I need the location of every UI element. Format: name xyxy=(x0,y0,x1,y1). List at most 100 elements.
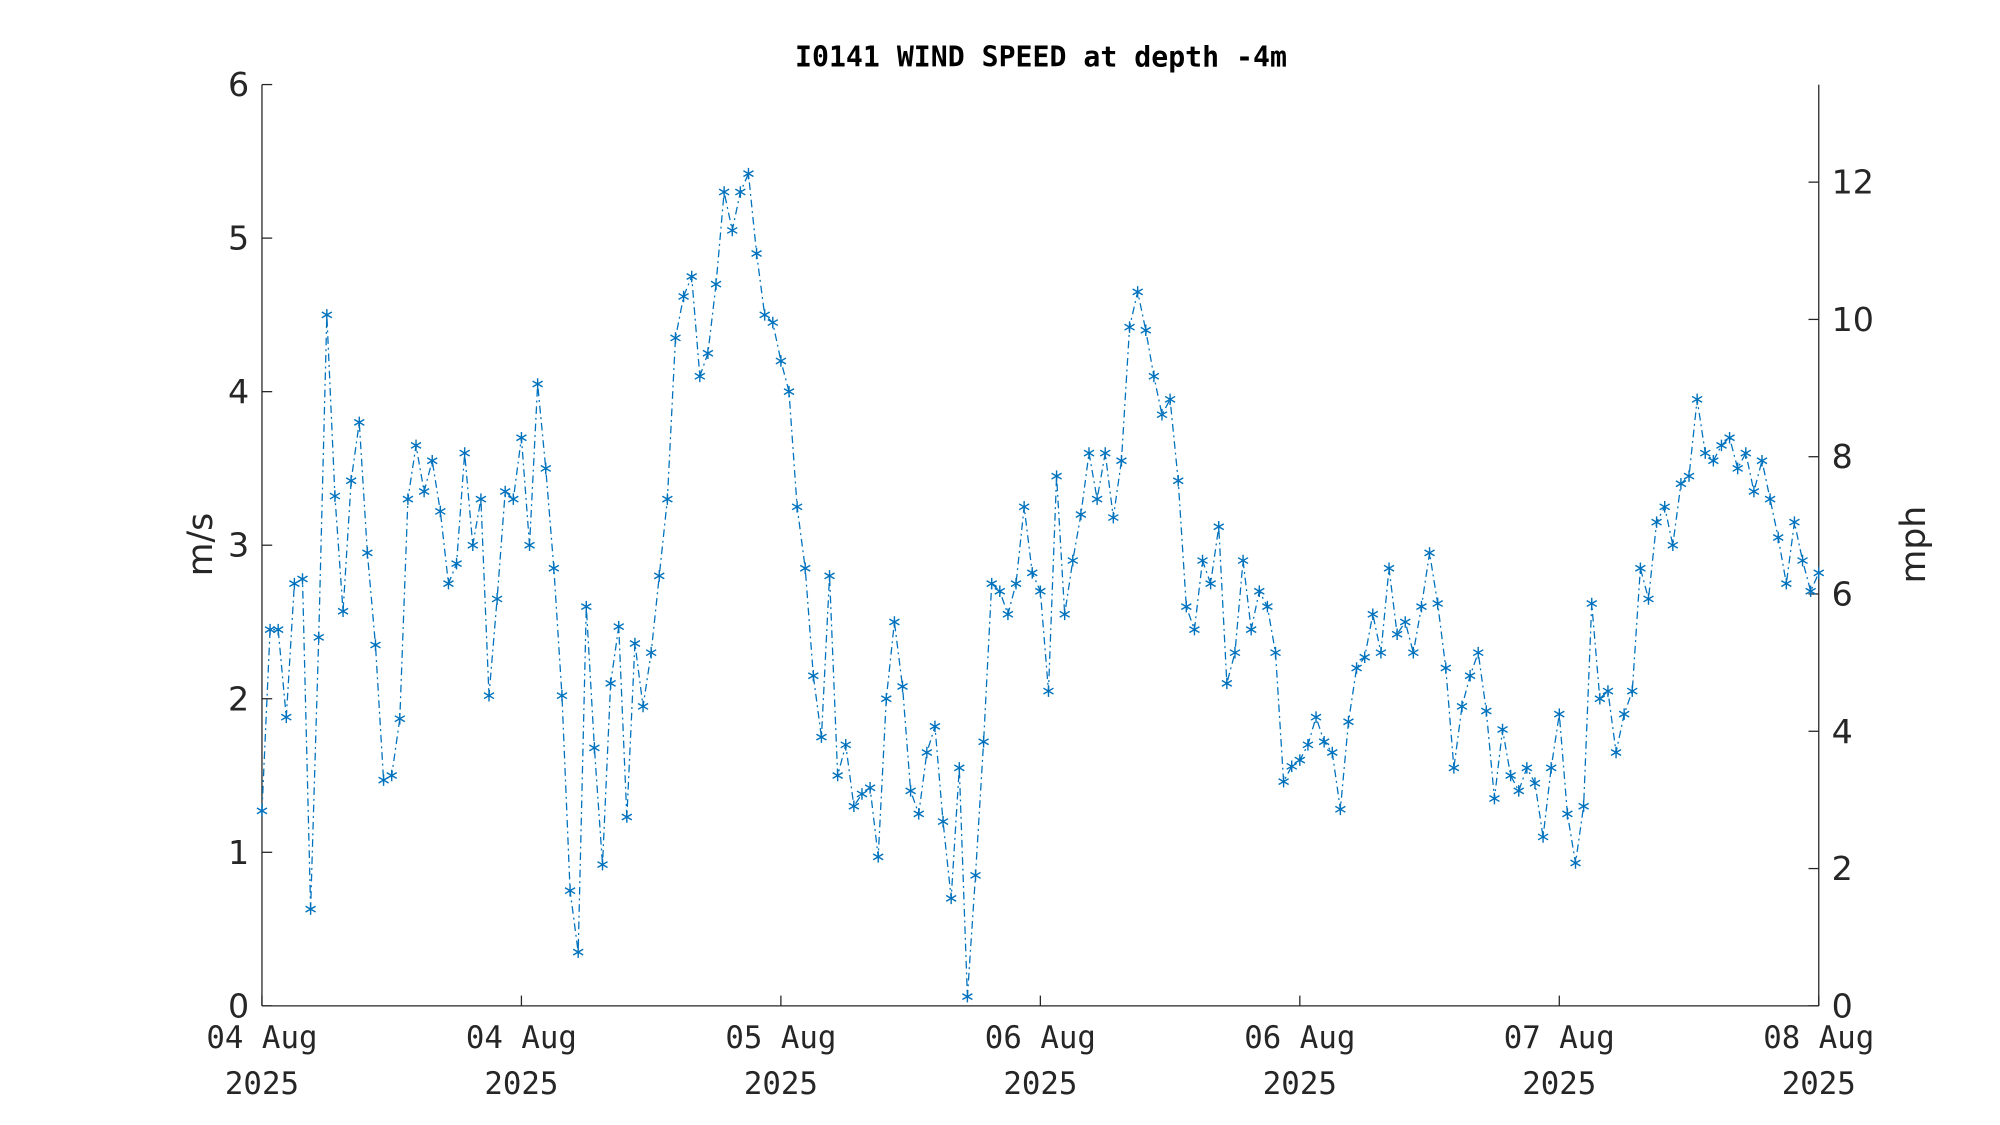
data-point xyxy=(264,623,276,636)
data-point xyxy=(1010,577,1022,590)
data-point xyxy=(1229,646,1241,659)
y2-tick-label: 6 xyxy=(1832,575,1853,614)
data-point xyxy=(1789,516,1800,528)
data-point xyxy=(1310,711,1322,723)
y-axis-label: m/s xyxy=(181,513,221,576)
data-point xyxy=(1570,857,1581,869)
data-point xyxy=(921,746,933,759)
data-point xyxy=(1367,608,1379,621)
data-point xyxy=(1626,685,1638,697)
data-point xyxy=(353,416,365,429)
x-tick-label: 04 Aug 2025 xyxy=(466,1020,577,1102)
data-point xyxy=(880,692,892,705)
data-point xyxy=(994,585,1006,598)
data-point xyxy=(378,774,389,786)
data-point xyxy=(1797,554,1808,567)
data-point xyxy=(1813,567,1825,579)
data-point xyxy=(1732,462,1744,475)
data-point xyxy=(1132,286,1144,298)
data-point xyxy=(1018,501,1030,513)
data-point xyxy=(872,851,884,863)
data-point xyxy=(362,547,373,559)
data-point xyxy=(1667,539,1679,551)
data-point xyxy=(434,505,446,518)
data-point xyxy=(1505,769,1517,782)
data-point xyxy=(540,462,552,475)
data-point xyxy=(1586,597,1598,610)
data-point xyxy=(824,570,835,582)
y2-tick-label: 10 xyxy=(1832,300,1874,339)
data-point xyxy=(653,570,665,582)
data-point xyxy=(897,680,908,693)
data-point xyxy=(1651,516,1662,528)
data-point xyxy=(1189,623,1200,636)
data-point xyxy=(1051,470,1062,482)
y2-tick-label: 12 xyxy=(1832,163,1874,202)
x-tick-label: 06 Aug 2025 xyxy=(985,1020,1096,1102)
data-point xyxy=(1043,685,1054,697)
data-point xyxy=(1537,831,1549,843)
data-point xyxy=(402,493,414,505)
data-point xyxy=(386,769,398,782)
x-tick-label: 04 Aug 2025 xyxy=(206,1020,317,1102)
data-point xyxy=(516,431,527,444)
x-tick-label: 05 Aug 2025 xyxy=(725,1020,836,1102)
data-point xyxy=(791,501,803,513)
data-point xyxy=(856,788,868,800)
data-point xyxy=(1716,439,1727,452)
data-point xyxy=(443,577,454,590)
data-point xyxy=(337,605,349,617)
data-point xyxy=(1326,746,1338,759)
data-point xyxy=(1562,808,1573,820)
data-point xyxy=(589,742,600,754)
data-point xyxy=(370,639,381,651)
data-point xyxy=(1164,393,1176,406)
data-point xyxy=(524,539,535,551)
data-point xyxy=(1026,567,1038,579)
x-tick-label: 08 Aug 2025 xyxy=(1763,1020,1874,1102)
data-point xyxy=(410,439,422,452)
data-point xyxy=(394,712,406,725)
data-point xyxy=(1245,623,1257,636)
data-point xyxy=(1262,600,1273,613)
data-point xyxy=(1091,493,1103,505)
data-point xyxy=(613,620,625,633)
data-point xyxy=(321,309,333,321)
data-point xyxy=(1659,501,1671,513)
data-point xyxy=(1521,762,1533,774)
data-point xyxy=(1635,562,1646,574)
data-point xyxy=(1197,554,1208,567)
data-point xyxy=(1359,651,1371,664)
y-tick-label: 3 xyxy=(228,526,249,565)
data-point xyxy=(1375,646,1387,659)
data-point xyxy=(1343,716,1354,728)
x-tick-label: 07 Aug 2025 xyxy=(1504,1020,1615,1102)
data-point xyxy=(1351,662,1362,674)
data-line xyxy=(261,171,1820,997)
data-point xyxy=(491,593,503,605)
y2-tick-label: 0 xyxy=(1832,986,1853,1025)
data-point xyxy=(1553,708,1565,720)
data-point xyxy=(1107,511,1119,524)
data-point xyxy=(1464,669,1476,682)
data-point xyxy=(1480,705,1492,717)
data-point xyxy=(1237,554,1249,567)
data-point xyxy=(1448,762,1460,774)
data-point xyxy=(1099,447,1111,459)
data-point xyxy=(1610,746,1622,759)
data-point xyxy=(1124,321,1135,333)
data-point xyxy=(1172,474,1184,487)
data-point xyxy=(459,447,471,459)
data-point xyxy=(1675,478,1687,490)
data-point xyxy=(832,769,844,782)
data-point xyxy=(1067,554,1079,567)
data-point xyxy=(1034,585,1046,598)
data-point xyxy=(962,990,973,1003)
data-point xyxy=(1748,485,1760,498)
data-point xyxy=(1432,597,1444,610)
data-point xyxy=(1497,723,1508,736)
data-point xyxy=(718,186,730,198)
data-point xyxy=(1286,760,1298,773)
data-point xyxy=(840,739,852,751)
